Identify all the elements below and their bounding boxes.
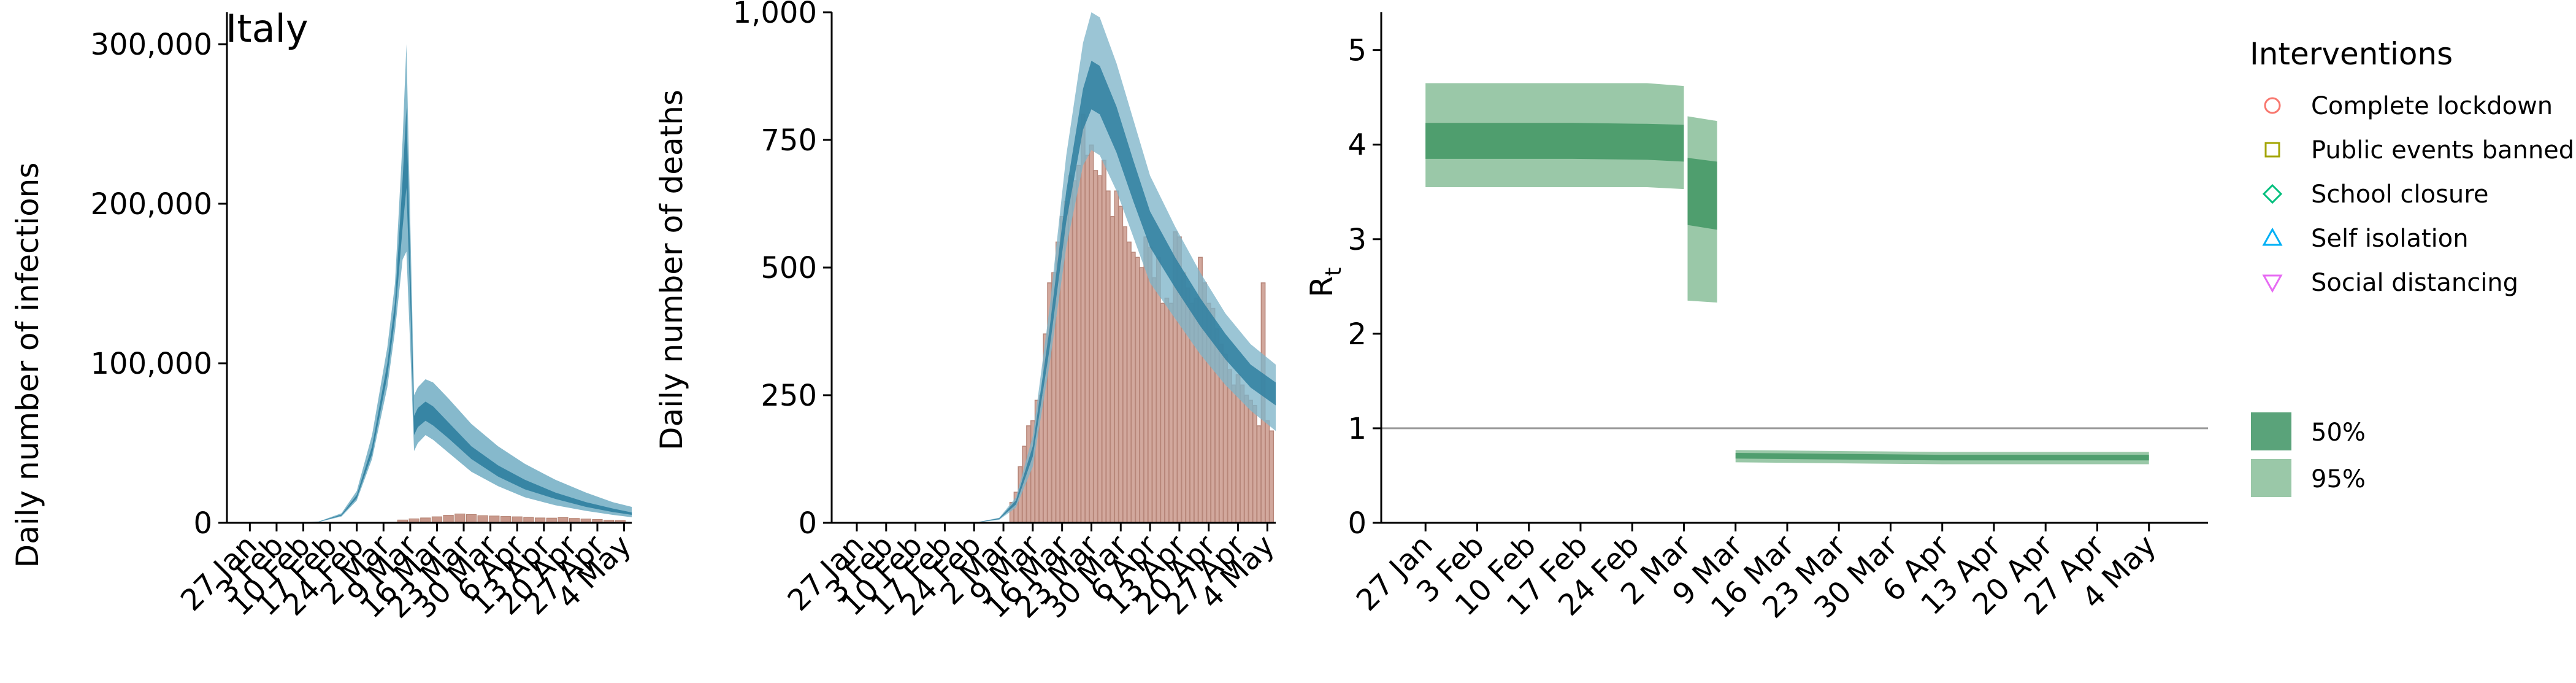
death-bar: [1076, 164, 1081, 523]
death-bar: [1252, 404, 1257, 523]
death-bar: [1122, 226, 1128, 523]
observed-bar: [443, 515, 454, 523]
rt-ci50-band: [1425, 123, 1684, 162]
infections-ci50-band: [250, 108, 632, 523]
y-tick-label: 250: [761, 379, 817, 413]
death-bar: [1093, 170, 1098, 523]
legend-marker-square: [2264, 142, 2280, 158]
death-bar: [1130, 252, 1136, 523]
observed-bar: [454, 513, 466, 523]
death-bar: [1114, 190, 1119, 523]
y-tick-label: 300,000: [91, 28, 213, 62]
death-bar: [1105, 190, 1111, 523]
deaths-ci95-band: [974, 12, 1276, 523]
y-tick-label: 0: [798, 506, 817, 541]
death-bar: [1080, 114, 1086, 523]
y-tick-label: 200,000: [91, 187, 213, 222]
legend-ci-swatch: [2251, 412, 2291, 450]
rt-ci50-band: [1735, 452, 2149, 461]
deaths-panel: Daily number of deaths 02505007501,00027…: [654, 0, 1281, 625]
legend-label: Self isolation: [2311, 225, 2469, 253]
legend-ci-label: 95%: [2311, 465, 2366, 493]
death-bar: [1089, 144, 1094, 523]
death-bar: [1240, 384, 1245, 523]
y-axis-title-subscript: t: [1321, 268, 1346, 276]
y-axis-title-main: R: [1304, 276, 1340, 298]
legend-marker-circle: [2264, 97, 2281, 114]
infections-ci95-band: [250, 44, 632, 523]
legend-ci-label: 50%: [2311, 419, 2366, 447]
y-tick-label: 2: [1347, 317, 1367, 352]
death-bar: [1118, 206, 1124, 523]
y-tick-label: 5: [1347, 34, 1367, 68]
observed-bar: [500, 516, 512, 523]
legend-title: Interventions: [2250, 36, 2453, 72]
death-bar: [1227, 369, 1232, 523]
death-bar: [1164, 298, 1170, 523]
observed-bar: [489, 515, 500, 523]
death-bar: [1256, 425, 1262, 523]
death-bar: [1139, 267, 1144, 523]
death-bar: [1135, 257, 1140, 523]
y-tick-label: 500: [761, 251, 817, 285]
panel-title: Italy: [226, 6, 309, 51]
death-bar: [1168, 303, 1174, 523]
death-bar: [1265, 420, 1270, 523]
death-bar: [1160, 303, 1165, 523]
observed-bar: [477, 515, 488, 523]
y-tick-label: 100,000: [91, 347, 213, 381]
death-bar: [1102, 160, 1106, 523]
y-tick-label: 1,000: [733, 0, 817, 30]
death-bar: [1127, 241, 1132, 523]
legend-interventions: Complete lockdown Public events banned Sch…: [2262, 92, 2574, 297]
death-bar: [1248, 399, 1253, 523]
legend-credible-intervals: 50% 95%: [2251, 412, 2366, 497]
death-bar: [1072, 180, 1078, 523]
y-tick-label: 4: [1347, 128, 1367, 163]
y-tick-label: 1: [1347, 412, 1367, 446]
legend-label: Complete lockdown: [2311, 92, 2553, 120]
legend-marker-triangle-down: [2262, 274, 2283, 293]
y-axis-title: Daily number of infections: [10, 163, 45, 568]
y-tick-label: 3: [1347, 223, 1367, 257]
infections-panel: Italy Daily number of infections 0 100,00…: [10, 6, 638, 625]
y-tick-label: 0: [193, 506, 212, 541]
y-axis-title: Rt: [1304, 268, 1346, 298]
death-bar: [1084, 155, 1090, 523]
death-bar: [1097, 175, 1103, 523]
death-bar: [1269, 430, 1275, 523]
legend-label: Social distancing: [2311, 269, 2518, 297]
observed-bar: [466, 514, 477, 523]
legend: Interventions Complete lockdown Public ev…: [2250, 36, 2574, 497]
y-tick-label: 0: [1347, 506, 1367, 541]
legend-label: Public events banned: [2311, 136, 2574, 164]
rt-ci50-band: [1687, 158, 1717, 230]
legend-marker-diamond: [2262, 183, 2283, 204]
death-bar: [1148, 246, 1152, 523]
deaths-ci50-band: [974, 61, 1276, 523]
y-axis-title: Daily number of deaths: [654, 90, 689, 450]
legend-ci-swatch: [2251, 459, 2291, 497]
legend-label: School closure: [2311, 180, 2488, 209]
death-bar: [1231, 384, 1236, 523]
death-bar: [1152, 277, 1157, 523]
death-bar: [1110, 216, 1115, 523]
death-bar: [1244, 395, 1249, 523]
death-bar: [1143, 236, 1149, 523]
legend-marker-triangle-up: [2262, 227, 2283, 246]
y-tick-label: 750: [761, 123, 817, 158]
death-bar: [1156, 257, 1161, 523]
